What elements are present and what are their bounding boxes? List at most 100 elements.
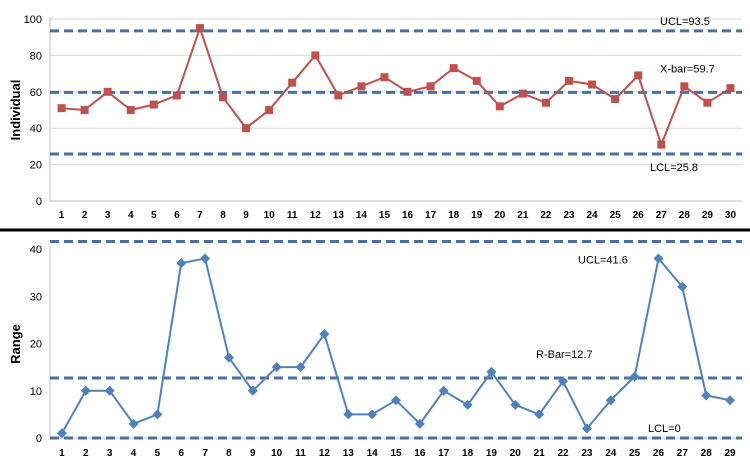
range-y-tick-label: 0 (36, 433, 42, 445)
individual-x-tick-label: 7 (197, 210, 203, 221)
individual-x-tick-label: 21 (517, 210, 529, 221)
range-data-point (56, 428, 67, 439)
individual-data-point (80, 106, 89, 114)
range-x-tick-label: 19 (486, 448, 498, 459)
individual-control-line-label: UCL=93.5 (660, 16, 710, 28)
range-data-point (391, 395, 401, 406)
range-data-point (438, 385, 449, 396)
range-axes (49, 247, 742, 439)
range-data-point (534, 409, 545, 420)
range-x-tick-label: 23 (581, 448, 593, 459)
range-control-line-label: LCL=0 (648, 423, 681, 435)
range-x-tick-label: 10 (271, 448, 283, 459)
individual-data-point (357, 82, 366, 91)
range-x-tick-label: 7 (202, 448, 208, 459)
individual-data-point (703, 98, 712, 107)
range-control-line-label: R-Bar=12.7 (536, 349, 593, 361)
range-data-point (200, 253, 211, 264)
range-data-point (128, 418, 139, 429)
individual-data-point (380, 73, 389, 82)
range-x-tick-label: 1 (59, 448, 65, 459)
individual-y-ticks: 0 20 40 60 80 100 (24, 14, 42, 208)
range-data-point (319, 329, 330, 340)
individual-x-tick-label: 3 (105, 210, 111, 221)
range-x-tick-label: 27 (677, 448, 689, 459)
range-y-tick-label: 40 (30, 244, 42, 256)
range-x-tick-label: 20 (510, 448, 522, 459)
individual-data-point (126, 106, 135, 114)
range-data-point (462, 399, 473, 410)
range-data-point (223, 352, 234, 363)
range-series-line (61, 256, 731, 434)
range-x-tick-label: 2 (83, 448, 89, 459)
range-control-lines: UCL=41.6 R-Bar=12.7 LCL=0 (50, 239, 742, 440)
individual-series-line (61, 24, 732, 148)
range-x-tick-label: 18 (462, 448, 474, 459)
individual-y-tick-label: 40 (30, 123, 42, 135)
individual-axes (49, 17, 742, 202)
range-x-tick-label: 6 (178, 448, 184, 459)
range-x-tick-label: 24 (605, 448, 617, 459)
range-data-point (271, 362, 282, 373)
range-x-tick-label: 13 (343, 448, 355, 459)
individual-data-point (265, 106, 274, 114)
range-x-tick-label: 11 (295, 448, 306, 459)
individual-x-tick-label: 27 (656, 210, 668, 221)
range-data-point (343, 409, 354, 420)
individual-data-point (588, 80, 597, 89)
individual-x-tick-label: 8 (220, 210, 226, 221)
range-x-tick-label: 5 (155, 448, 161, 459)
individual-data-point (57, 104, 66, 113)
range-data-point (558, 376, 569, 387)
individual-x-tick-label: 10 (264, 210, 276, 221)
range-data-point (247, 385, 258, 396)
individual-x-tick-label: 9 (243, 210, 249, 221)
range-data-point (653, 253, 664, 264)
individual-x-tick-label: 30 (725, 210, 737, 221)
individual-data-point (242, 124, 251, 133)
individual-x-tick-label: 4 (128, 210, 134, 221)
individual-y-tick-label: 0 (36, 196, 42, 208)
range-data-point (677, 281, 688, 292)
individual-control-line-label: X-bar=59.7 (660, 63, 715, 75)
range-y-ticks: 0 10 20 30 40 (30, 244, 42, 445)
range-data-point (414, 418, 425, 429)
individual-x-tick-label: 19 (471, 210, 483, 221)
individual-y-tick-label: 60 (30, 87, 42, 99)
individual-series (57, 24, 735, 149)
individual-x-tick-label: 2 (82, 210, 88, 221)
individual-control-line-label: LCL=25.8 (650, 162, 698, 174)
individual-x-tick-label: 12 (310, 210, 322, 221)
individual-x-tick-label: 11 (287, 210, 298, 221)
individual-data-point (311, 51, 320, 60)
individual-data-point (426, 82, 435, 91)
individual-x-tick-label: 25 (610, 210, 622, 221)
individual-data-point (403, 87, 412, 96)
range-series (56, 253, 736, 439)
range-data-point (629, 371, 640, 382)
individual-data-point (149, 100, 158, 109)
range-data-point (152, 409, 163, 420)
range-data-point (104, 385, 115, 396)
range-x-tick-label: 8 (226, 448, 232, 459)
individual-x-tick-label: 6 (174, 210, 180, 221)
range-x-tick-label: 21 (534, 448, 546, 459)
individual-data-point (103, 87, 112, 96)
range-x-tick-label: 22 (557, 448, 569, 459)
individual-y-tick-label: 20 (30, 160, 42, 172)
range-data-point (80, 385, 91, 396)
individual-data-point (495, 102, 504, 111)
individual-y-tick-label: 100 (24, 14, 42, 26)
range-data-point (581, 423, 592, 434)
individual-x-tick-label: 15 (379, 210, 391, 221)
individual-data-point (518, 89, 527, 98)
individual-data-point (565, 76, 573, 85)
individual-x-tick-label: 18 (448, 210, 460, 221)
individual-x-tick-label: 26 (633, 210, 645, 221)
individual-data-point (172, 91, 181, 100)
range-y-tick-label: 20 (30, 339, 42, 351)
range-data-point (367, 409, 378, 420)
